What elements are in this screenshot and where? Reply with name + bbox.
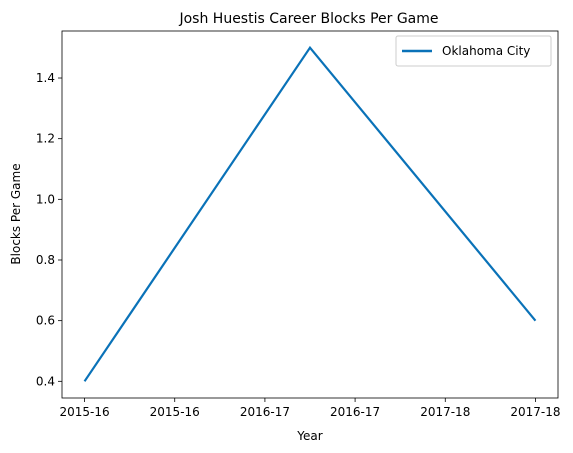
legend: Oklahoma City	[395, 35, 552, 67]
legend-box	[395, 35, 552, 67]
x-axis-label: Year	[296, 429, 322, 443]
y-tick-label: 0.4	[36, 374, 55, 388]
chart-title: Josh Huestis Career Blocks Per Game	[178, 11, 438, 27]
series-layer	[83, 45, 537, 382]
y-tick-label: 0.6	[36, 314, 55, 328]
x-tick-label: 2015-16	[59, 405, 109, 419]
x-tick-label: 2015-16	[150, 405, 200, 419]
y-tick-label: 1.2	[36, 132, 55, 146]
x-axis-ticks: 2015-16 2015-16 2016-17 2016-17 2017-18 2017-…	[59, 398, 561, 419]
x-tick-label: 2016-17	[240, 405, 290, 419]
x-tick-label: 2017-18	[420, 405, 470, 419]
series-line-oklahoma-city	[83, 45, 537, 382]
y-tick-label: 0.8	[36, 253, 55, 267]
legend-label: Oklahoma City	[442, 44, 530, 58]
y-axis-label: Blocks Per Game	[9, 163, 23, 264]
x-tick-label: 2016-17	[330, 405, 380, 419]
y-axis-ticks: 0.4 0.6 0.8 1.0 1.2 1.4	[36, 71, 62, 388]
y-tick-label: 1.4	[36, 71, 55, 85]
x-tick-label: 2017-18	[510, 405, 560, 419]
plot-area-frame	[61, 30, 559, 399]
y-tick-label: 1.0	[36, 192, 55, 206]
